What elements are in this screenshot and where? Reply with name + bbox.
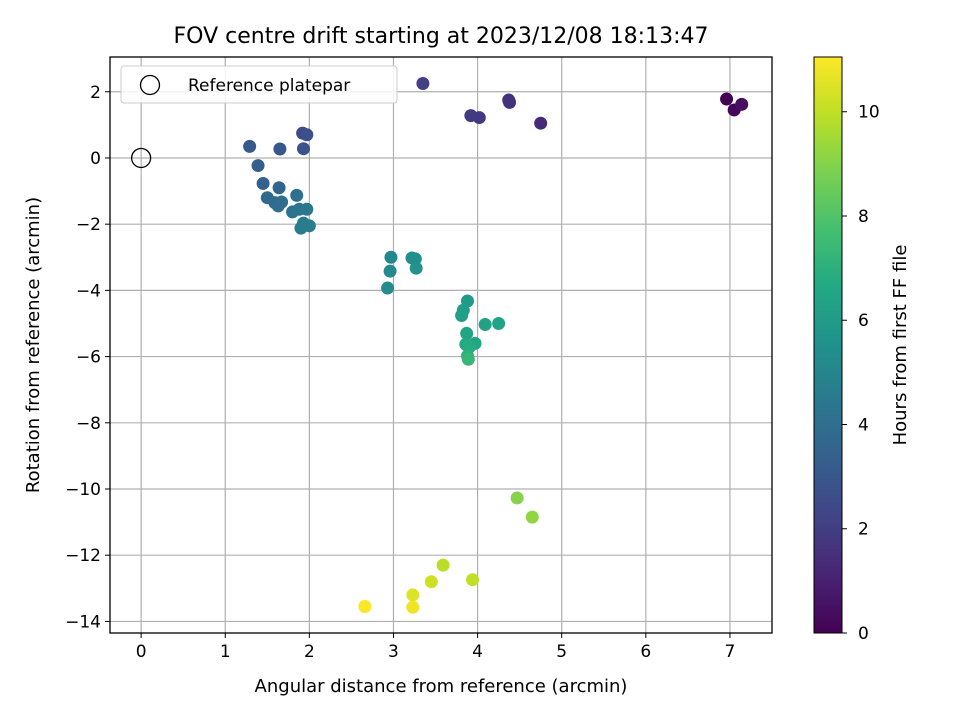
colorbar-tick-label: 6 <box>858 311 869 331</box>
scatter-point <box>358 600 372 614</box>
scatter-point <box>251 159 265 173</box>
colorbar-tick-label: 4 <box>858 415 869 435</box>
y-tick-label: −10 <box>65 480 101 500</box>
legend-marker-open-circle <box>139 74 161 96</box>
x-axis-label: Angular distance from reference (arcmin) <box>255 676 628 697</box>
x-tick-label: 1 <box>220 642 231 662</box>
legend: Reference platepar <box>120 65 398 104</box>
y-tick-label: −8 <box>76 414 101 434</box>
x-tick-label: 4 <box>472 642 483 662</box>
scatter-point <box>290 188 304 202</box>
y-tick-label: −12 <box>65 546 101 566</box>
y-axis-ticks: 2 0 −2 −4 −6 −8 −10 −12 −14 <box>65 83 110 632</box>
data-points <box>130 76 749 614</box>
colorbar-tick-label: 2 <box>858 520 869 540</box>
scatter-point <box>300 128 314 142</box>
colorbar <box>813 56 843 634</box>
scatter-point <box>300 202 314 216</box>
scatter-point <box>478 317 492 331</box>
y-tick-label: −14 <box>65 612 101 632</box>
x-tick-label: 0 <box>136 642 147 662</box>
y-tick-label: 0 <box>90 149 101 169</box>
chart-title: FOV centre drift starting at 2023/12/08 … <box>174 24 709 49</box>
scatter-point <box>406 588 420 602</box>
x-tick-label: 6 <box>640 642 651 662</box>
x-tick-label: 5 <box>556 642 567 662</box>
scatter-point <box>503 95 517 109</box>
scatter-point <box>256 176 270 190</box>
scatter-point <box>243 139 257 153</box>
plot-frame <box>109 56 773 634</box>
scatter-point <box>272 181 286 195</box>
scatter-point <box>460 326 474 340</box>
scatter-point <box>271 199 285 213</box>
scatter-point <box>406 600 420 614</box>
scatter-point <box>461 352 475 366</box>
legend-box <box>120 65 398 104</box>
scatter-point <box>409 261 423 275</box>
scatter-point <box>384 250 398 264</box>
y-tick-label: −4 <box>76 281 101 301</box>
reference-platepar-marker <box>130 147 152 169</box>
y-tick-label: −6 <box>76 348 101 368</box>
legend-label: Reference platepar <box>188 76 350 96</box>
scatter-point <box>534 116 548 130</box>
colorbar-tick-label: 8 <box>858 207 869 227</box>
scatter-point <box>466 573 480 587</box>
scatter-point <box>302 219 316 233</box>
colorbar-tick-label: 0 <box>858 624 869 644</box>
y-axis-label: Rotation from reference (arcmin) <box>23 197 44 493</box>
x-axis-ticks: 0 1 2 3 4 5 6 7 <box>136 633 736 662</box>
scatter-point <box>510 491 524 505</box>
scatter-point <box>416 76 430 90</box>
scatter-point <box>720 92 734 106</box>
scatter-point <box>525 510 539 524</box>
x-tick-label: 3 <box>388 642 399 662</box>
y-tick-label: 2 <box>90 83 101 103</box>
x-tick-label: 7 <box>725 642 736 662</box>
scatter-point <box>455 309 469 323</box>
colorbar-label: Hours from first FF file <box>890 245 911 446</box>
scatter-point <box>464 109 478 123</box>
scatter-point <box>492 316 506 330</box>
scatter-point <box>436 558 450 572</box>
scatter-point <box>273 142 287 156</box>
scatter-point <box>296 142 310 156</box>
scatter-point <box>381 281 395 295</box>
colorbar-ticks: 0 2 4 6 8 10 <box>842 103 880 644</box>
scatter-point <box>424 575 438 589</box>
y-tick-label: −2 <box>76 215 101 235</box>
scatter-point <box>383 264 397 278</box>
x-tick-label: 2 <box>304 642 315 662</box>
scatter-point <box>735 97 749 111</box>
colorbar-tick-label: 10 <box>858 103 880 123</box>
